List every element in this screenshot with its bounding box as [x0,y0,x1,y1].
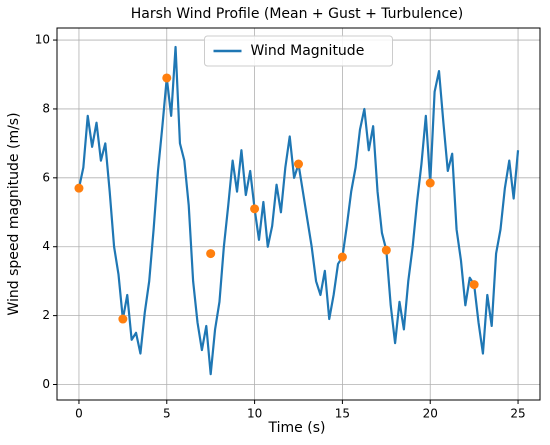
y-tick-label: 10 [35,33,50,47]
y-axis-label: Wind speed magnitude (m/s) [6,112,22,315]
x-tick-label: 10 [247,407,262,421]
line [77,45,520,376]
x-tick-label: 20 [423,407,438,421]
x-tick-label: 25 [510,407,525,421]
y-tick-label: 4 [42,239,50,253]
y-tick-label: 2 [42,308,50,322]
x-axis-label: Time (s) [268,420,326,436]
point [469,280,479,290]
point [425,178,435,188]
point [337,252,347,262]
point [118,314,128,324]
y-tick-label: 0 [42,377,50,391]
x-tick-label: 15 [335,407,350,421]
point [162,73,172,83]
y-tick-label: 8 [42,101,50,115]
chart-title: Harsh Wind Profile (Mean + Gust + Turbul… [131,6,463,22]
point [381,245,391,255]
x-tick-label: 0 [75,407,83,421]
y-tick-label: 6 [42,170,50,184]
point [206,249,216,259]
point [294,159,303,169]
x-tick-label: 5 [163,407,171,421]
axes-frame [56,27,541,401]
point [250,204,260,214]
legend-label: Wind Magnitude [251,43,365,59]
point [74,183,84,193]
legend-box [204,35,393,67]
